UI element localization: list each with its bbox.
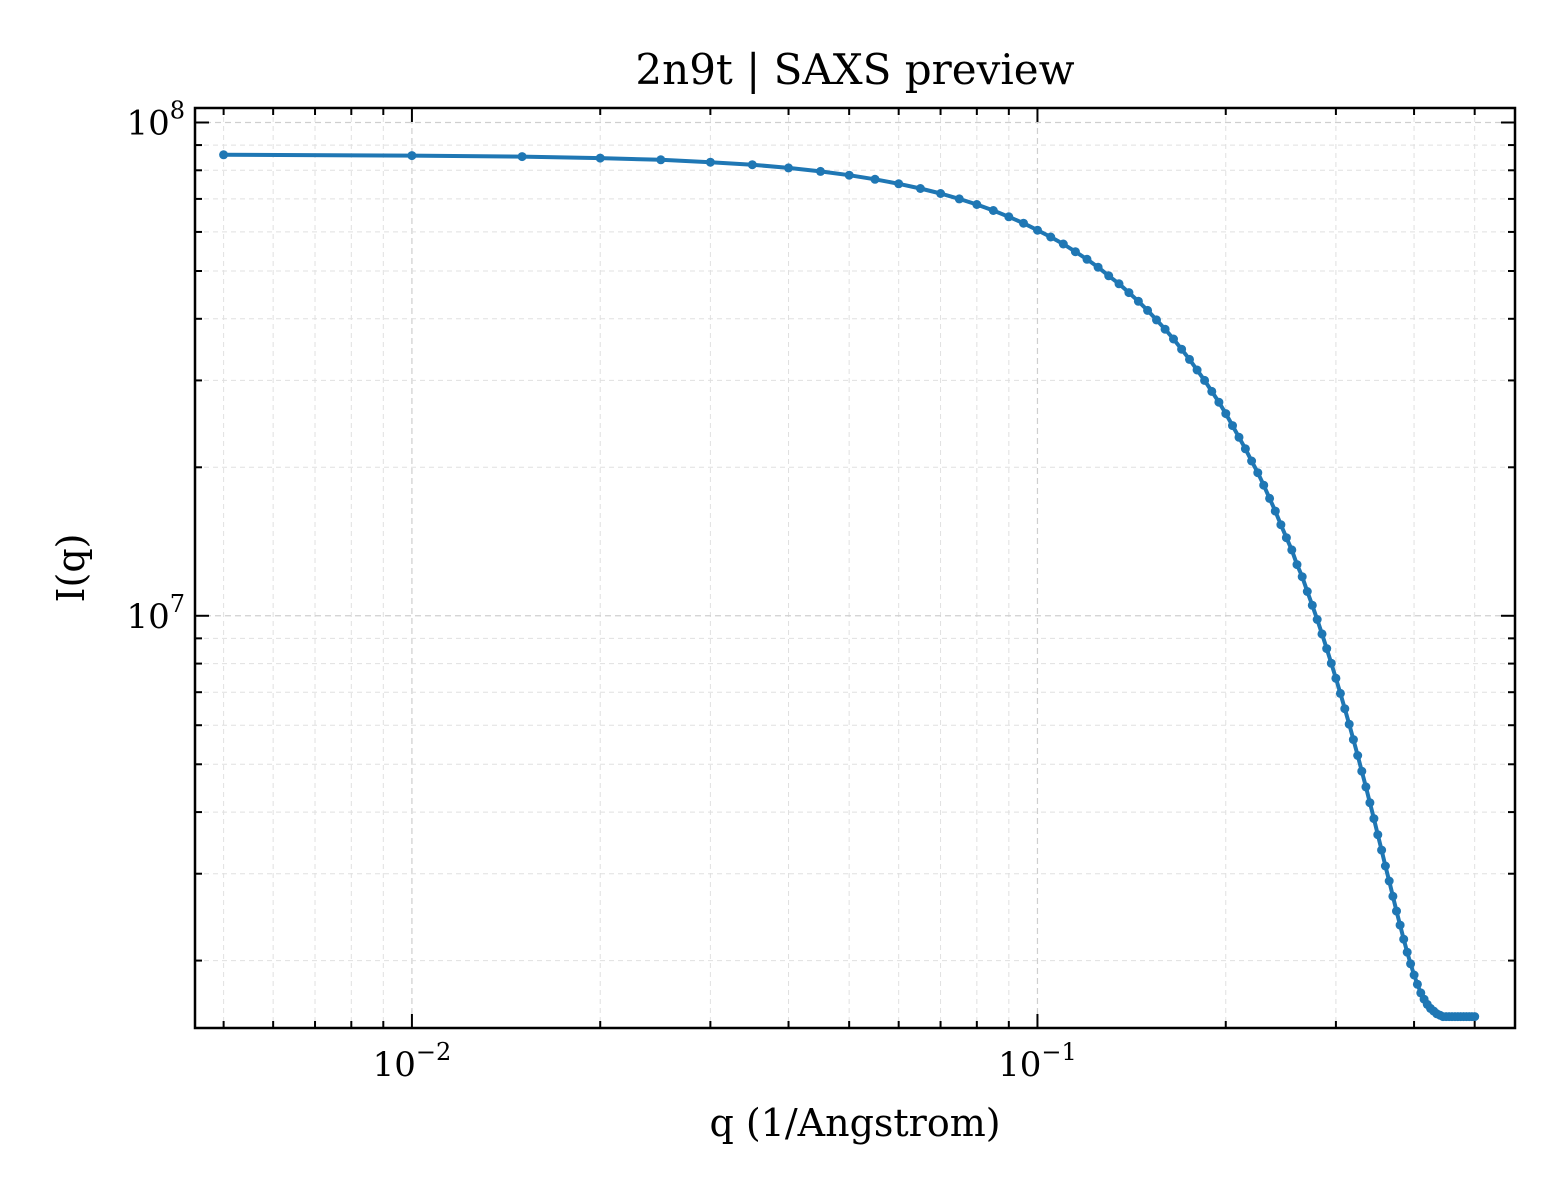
data-point xyxy=(1253,468,1263,478)
data-point xyxy=(1192,365,1202,375)
data-point xyxy=(1228,421,1237,431)
data-point xyxy=(1373,830,1383,840)
data-point xyxy=(1082,254,1092,264)
data-point xyxy=(936,189,946,198)
data-point xyxy=(972,200,982,209)
data-point xyxy=(1307,600,1317,610)
data-point xyxy=(1143,305,1153,315)
x-tick-label: 10−2 xyxy=(373,1038,452,1085)
data-point xyxy=(1200,375,1210,385)
data-point xyxy=(1234,432,1244,442)
data-point xyxy=(1276,520,1286,530)
data-point xyxy=(1344,719,1354,729)
data-point xyxy=(1380,861,1390,871)
series-layer xyxy=(219,150,1480,1022)
data-point xyxy=(1240,444,1250,454)
data-point xyxy=(1019,218,1028,228)
y-tick-label: 107 xyxy=(126,590,185,637)
data-point xyxy=(1177,344,1187,354)
data-point xyxy=(1093,262,1103,272)
data-point xyxy=(1302,587,1312,596)
data-point xyxy=(1340,704,1350,714)
data-point xyxy=(1353,751,1363,760)
data-point xyxy=(1114,279,1124,289)
data-point xyxy=(1160,324,1170,334)
plot-frame xyxy=(193,106,1517,1030)
data-point xyxy=(1326,658,1336,668)
x-tick-label: 10−1 xyxy=(998,1038,1077,1085)
data-point xyxy=(407,151,417,161)
data-point xyxy=(517,152,527,162)
data-point xyxy=(705,157,715,167)
data-point xyxy=(1406,959,1416,969)
data-point xyxy=(1292,560,1302,570)
data-point xyxy=(1152,315,1161,325)
data-point xyxy=(1395,920,1405,930)
data-point xyxy=(1335,688,1345,698)
data-point xyxy=(1287,545,1297,555)
data-point xyxy=(1033,225,1042,235)
data-point xyxy=(1104,271,1114,281)
data-point xyxy=(1384,876,1394,886)
data-point xyxy=(1369,814,1379,824)
data-point xyxy=(1470,1012,1480,1022)
data-point xyxy=(1004,212,1014,222)
data-point xyxy=(1322,644,1332,654)
data-point xyxy=(1317,629,1327,639)
data-point xyxy=(894,179,904,189)
data-point xyxy=(1259,480,1269,490)
data-point xyxy=(1409,970,1419,980)
data-point xyxy=(1281,533,1291,543)
ticks: 10−2 10−1 107 108 xyxy=(126,96,1515,1085)
data-point xyxy=(1070,247,1080,257)
data-point xyxy=(1388,891,1398,901)
data-point xyxy=(1270,506,1280,516)
data-point xyxy=(1392,906,1401,916)
data-point xyxy=(1348,735,1358,745)
data-point xyxy=(1046,232,1056,242)
y-axis-label: I(q) xyxy=(49,534,93,603)
data-point xyxy=(1312,615,1322,624)
data-point xyxy=(954,194,964,204)
data-point xyxy=(1357,766,1367,776)
x-axis-label: q (1/Angstrom) xyxy=(709,1101,1000,1145)
data-point xyxy=(1169,334,1178,344)
data-point xyxy=(1331,673,1341,683)
data-point xyxy=(1221,409,1231,419)
data-point xyxy=(784,163,793,173)
data-point xyxy=(1399,934,1409,944)
data-point xyxy=(915,184,925,193)
data-point xyxy=(1207,386,1217,396)
y-tick-label: 108 xyxy=(126,96,185,143)
data-point xyxy=(1133,296,1143,306)
data-point xyxy=(219,150,229,160)
data-point xyxy=(1058,239,1068,249)
data-point xyxy=(844,170,854,180)
chart-title: 2n9t | SAXS preview xyxy=(635,45,1074,94)
data-point xyxy=(988,206,998,215)
data-point xyxy=(1377,845,1387,855)
data-point xyxy=(1247,456,1257,466)
data-point xyxy=(870,174,880,184)
data-point xyxy=(816,166,825,176)
data-point xyxy=(1297,572,1307,582)
data-point xyxy=(656,155,666,165)
data-point xyxy=(1124,288,1134,298)
data-point xyxy=(1412,979,1422,989)
data-point xyxy=(1402,947,1412,957)
data-point xyxy=(747,160,757,170)
data-point xyxy=(1361,782,1371,792)
data-point xyxy=(595,153,605,163)
data-point xyxy=(1214,397,1224,407)
data-point xyxy=(1365,798,1375,808)
data-point xyxy=(1265,493,1275,503)
data-point xyxy=(1185,354,1194,364)
grid xyxy=(195,108,1515,1028)
